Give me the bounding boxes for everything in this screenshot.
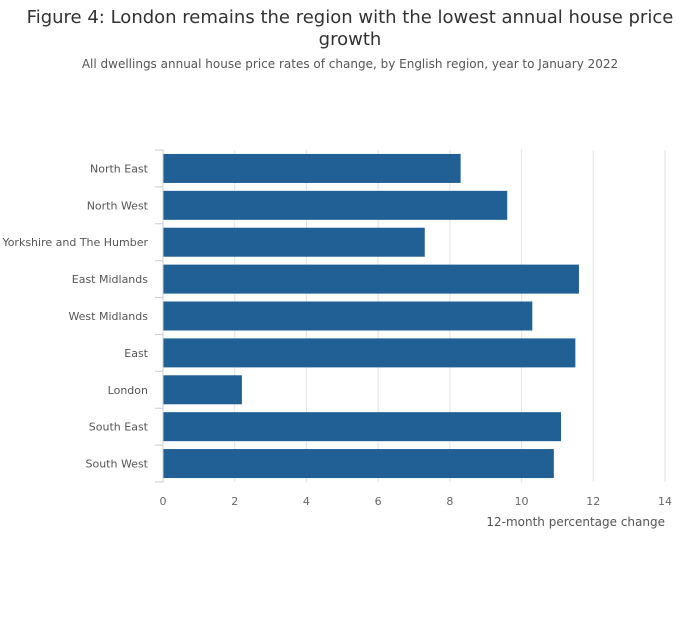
bar-south-east	[163, 412, 562, 442]
bar-east-midlands	[163, 264, 579, 294]
y-tick-label: North West	[87, 199, 149, 212]
y-tick-label: East	[124, 347, 148, 360]
bar-yorkshire-and-the-humber	[163, 227, 425, 257]
chart-subtitle: All dwellings annual house price rates o…	[81, 57, 619, 71]
y-tick-label: London	[108, 384, 148, 397]
bar-north-east	[163, 153, 461, 183]
y-tick-label: East Midlands	[72, 273, 149, 286]
x-tick-label: 0	[160, 495, 167, 508]
chart-title: Figure 4: London remains the region with…	[26, 7, 674, 50]
bar-london	[163, 375, 242, 405]
bar-north-west	[163, 190, 508, 220]
x-tick-label: 10	[515, 495, 529, 508]
y-tick-label: West Midlands	[68, 310, 148, 323]
y-tick-label: Yorkshire and The Humber	[1, 236, 148, 249]
x-axis-label: 12-month percentage change	[486, 515, 665, 529]
x-tick-label: 4	[303, 495, 310, 508]
bar-south-west	[163, 449, 554, 479]
y-tick-label: South East	[89, 421, 149, 434]
y-tick-label: North East	[90, 162, 149, 175]
bar-east	[163, 338, 576, 368]
bar-west-midlands	[163, 301, 533, 331]
x-tick-label: 12	[586, 495, 600, 508]
x-tick-label: 8	[446, 495, 453, 508]
x-tick-label: 2	[231, 495, 238, 508]
x-tick-label: 14	[658, 495, 672, 508]
y-tick-label: South West	[85, 458, 148, 471]
x-tick-label: 6	[375, 495, 382, 508]
